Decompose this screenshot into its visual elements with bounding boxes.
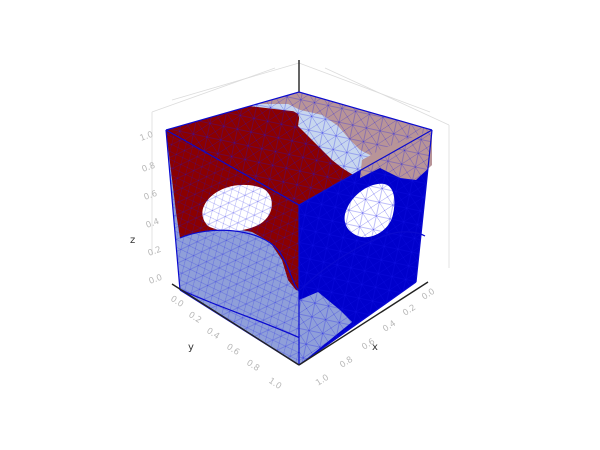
cube-right-face bbox=[299, 130, 432, 365]
x-tick-2: 0.4 bbox=[381, 319, 398, 335]
z-axis-label: z bbox=[130, 235, 135, 246]
y-tick-2: 0.4 bbox=[204, 326, 221, 342]
x-tick-5: 1.0 bbox=[314, 373, 331, 389]
z-tick-3: 0.6 bbox=[143, 189, 159, 203]
z-tick-5: 1.0 bbox=[139, 130, 155, 144]
z-tick-4: 0.8 bbox=[141, 161, 157, 175]
cube-left-face bbox=[166, 130, 318, 365]
y-axis-label: y bbox=[188, 342, 194, 353]
y-tick-5: 1.0 bbox=[266, 376, 283, 392]
z-tick-0: 0.0 bbox=[148, 273, 164, 287]
z-tick-1: 0.2 bbox=[147, 245, 163, 259]
x-tick-1: 0.2 bbox=[401, 303, 418, 319]
y-tick-1: 0.2 bbox=[186, 310, 203, 326]
y-tick-4: 0.8 bbox=[244, 358, 261, 374]
x-axis-line bbox=[298, 281, 429, 366]
y-axis-line bbox=[171, 283, 300, 366]
z-tick-2: 0.4 bbox=[145, 217, 161, 231]
z-axis-ticks: 0.0 0.2 0.4 0.6 0.8 1.0 z bbox=[130, 130, 164, 287]
y-tick-0: 0.0 bbox=[168, 294, 185, 310]
x-axis-label: x bbox=[372, 342, 378, 353]
x-tick-4: 0.8 bbox=[338, 355, 355, 371]
background-grid bbox=[151, 62, 450, 268]
y-tick-3: 0.6 bbox=[224, 342, 241, 358]
x-tick-0: 0.0 bbox=[420, 287, 437, 303]
